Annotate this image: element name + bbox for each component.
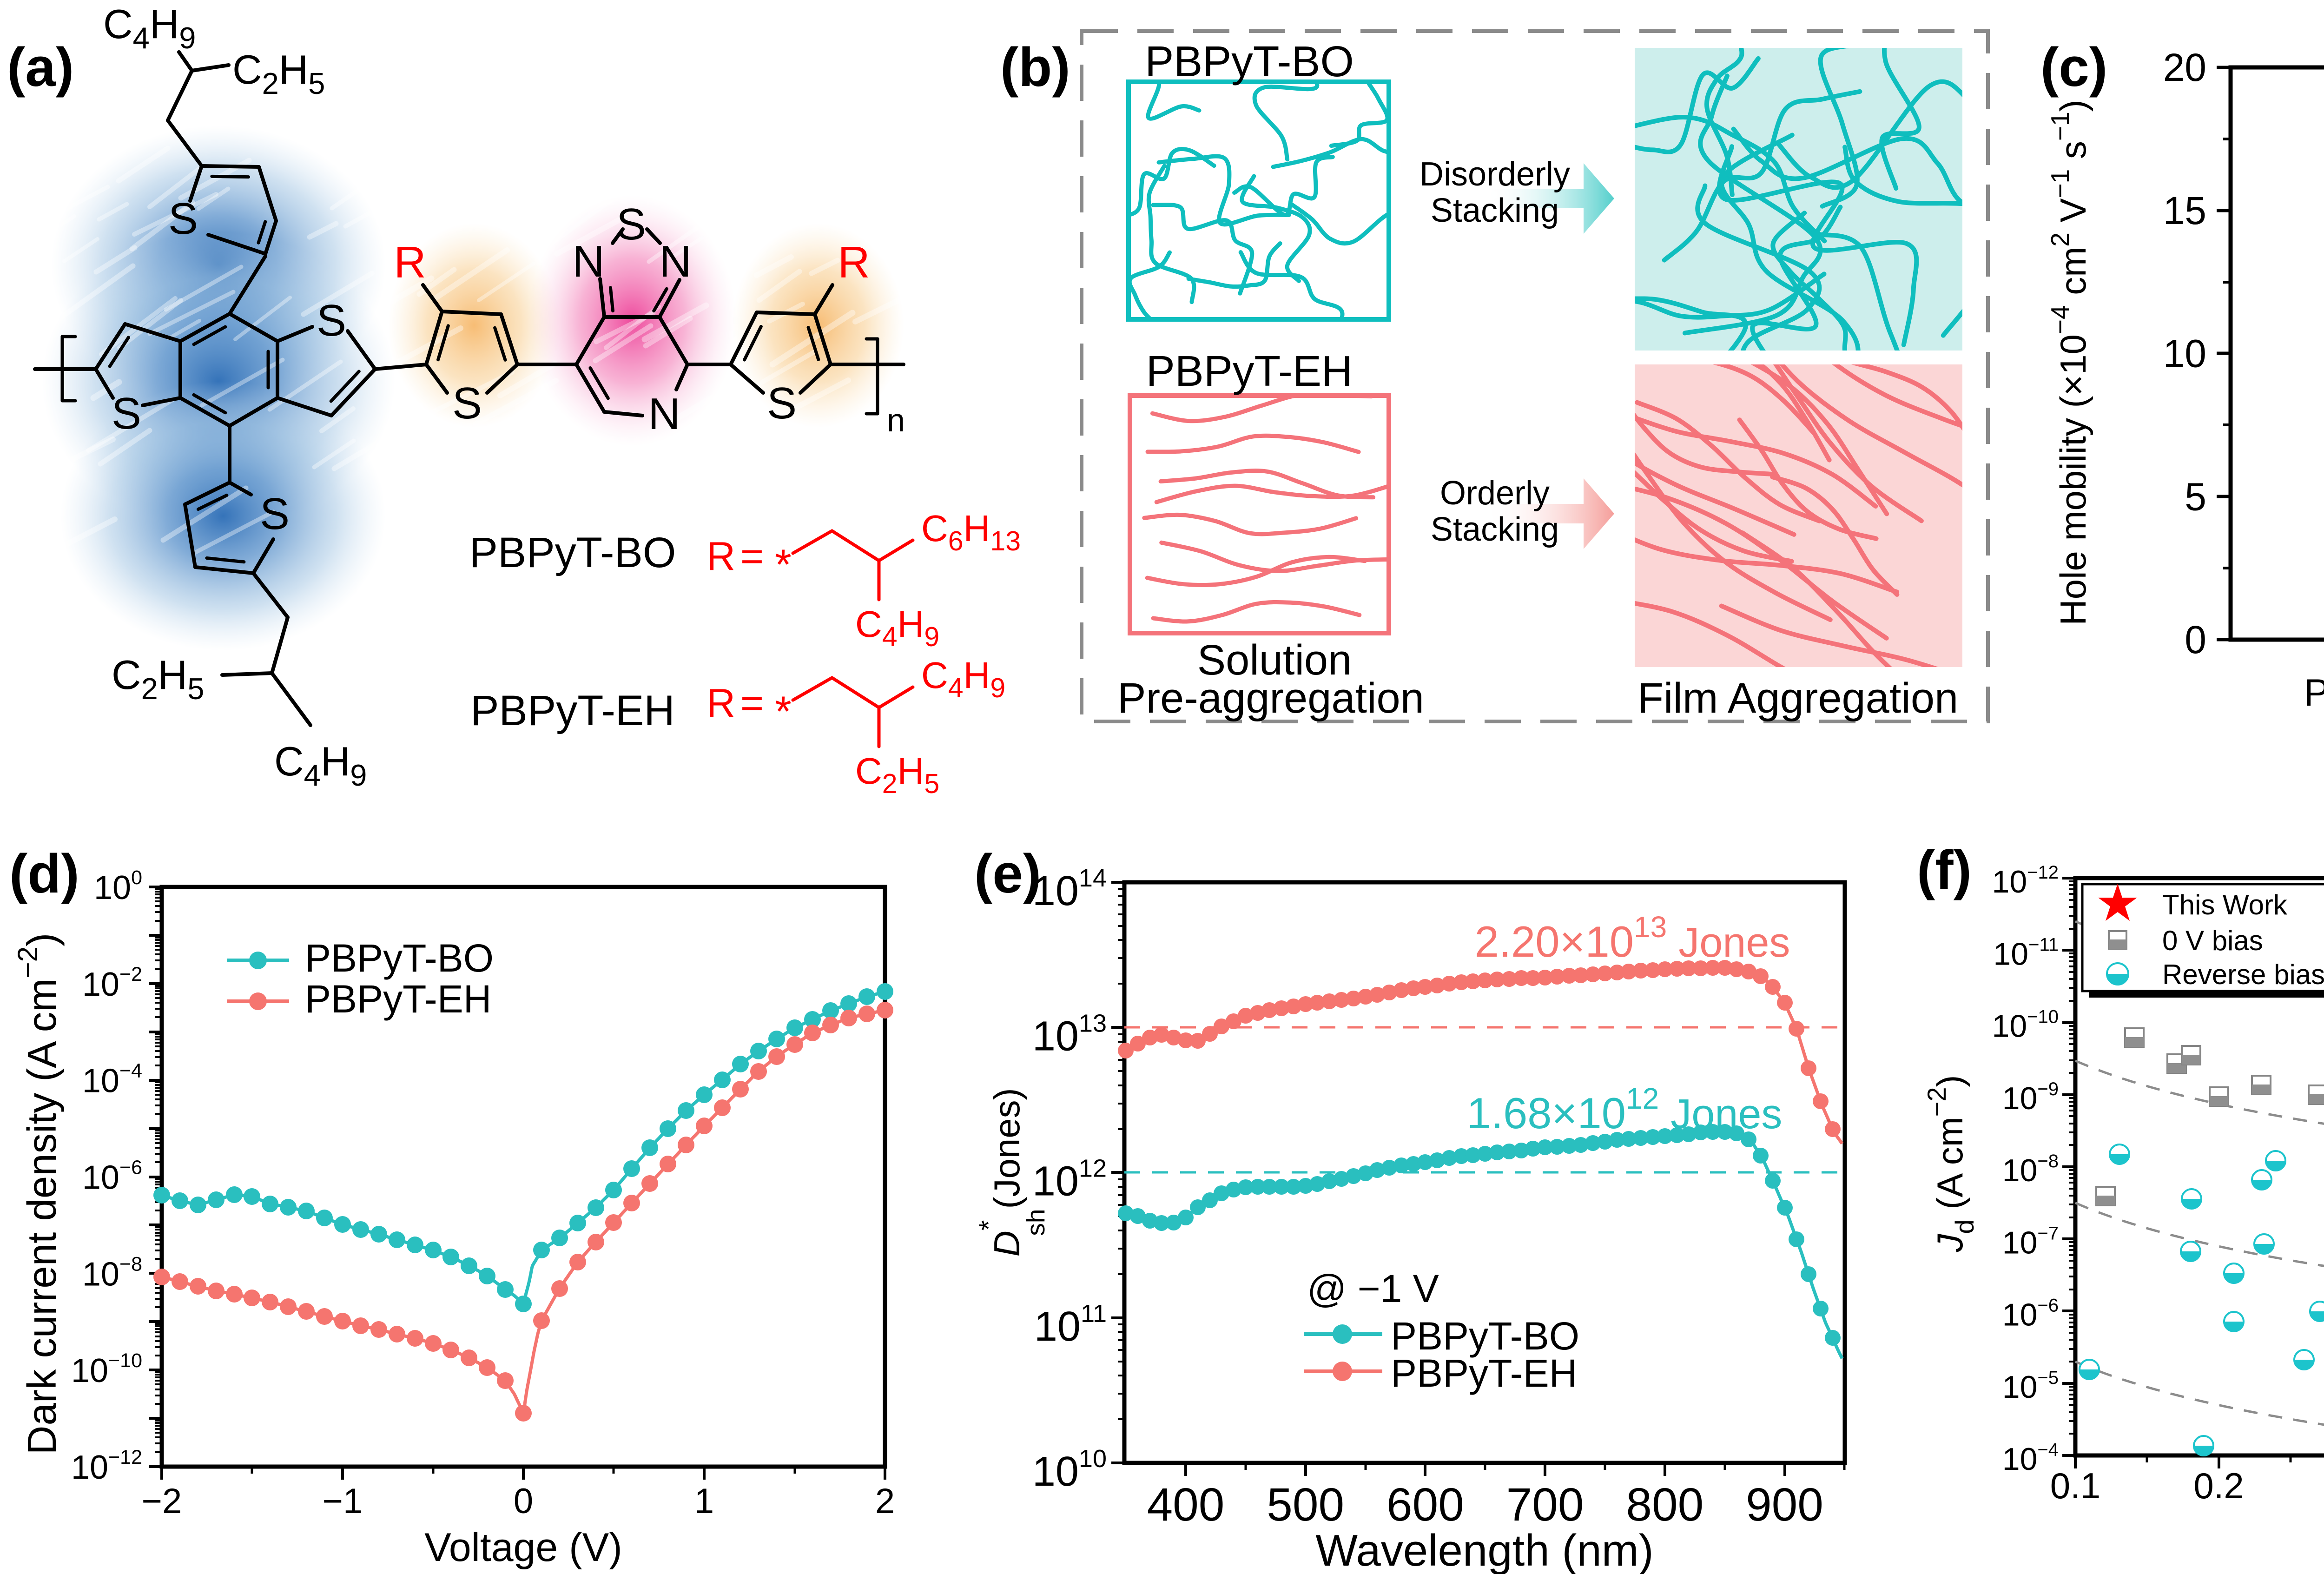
svg-text:PBPyT-EH: PBPyT-EH bbox=[1391, 1351, 1577, 1395]
svg-text:400: 400 bbox=[1147, 1479, 1225, 1531]
svg-text:0: 0 bbox=[2185, 618, 2206, 661]
svg-text:10: 10 bbox=[2163, 332, 2206, 376]
svg-text:Voltage (V): Voltage (V) bbox=[424, 1525, 622, 1570]
svg-text:S: S bbox=[168, 194, 198, 244]
svg-text:D*sh(Jones): D* sh(Jones) bbox=[974, 1088, 1050, 1257]
svg-text:10−6: 10−6 bbox=[82, 1157, 142, 1197]
svg-text:100: 100 bbox=[94, 866, 142, 906]
svg-text:5: 5 bbox=[2185, 475, 2206, 518]
svg-text:C4H9: C4H9 bbox=[103, 1, 196, 55]
svg-text:(b): (b) bbox=[1000, 37, 1070, 98]
svg-text:−1: −1 bbox=[323, 1481, 363, 1521]
svg-text:S: S bbox=[767, 378, 797, 428]
svg-text:C2H5: C2H5 bbox=[112, 652, 204, 706]
svg-text:R: R bbox=[394, 238, 426, 287]
svg-text:n: n bbox=[887, 402, 905, 438]
svg-text:0 V bias: 0 V bias bbox=[2162, 925, 2263, 956]
svg-text:700: 700 bbox=[1506, 1479, 1584, 1531]
svg-text:15: 15 bbox=[2163, 189, 2206, 232]
svg-text:(a): (a) bbox=[7, 37, 74, 98]
svg-text:S: S bbox=[452, 378, 482, 428]
svg-text:(c): (c) bbox=[2040, 37, 2107, 98]
svg-text:R: R bbox=[706, 534, 735, 579]
svg-text:S: S bbox=[616, 199, 646, 249]
svg-text:PBPyT-EH: PBPyT-EH bbox=[1146, 347, 1353, 395]
svg-text:N: N bbox=[648, 389, 680, 439]
svg-text:R: R bbox=[838, 238, 870, 287]
svg-text:This Work: This Work bbox=[2162, 889, 2288, 920]
svg-text:PBPyT-BO: PBPyT-BO bbox=[2304, 672, 2324, 714]
svg-text:C6H13: C6H13 bbox=[921, 508, 1021, 556]
svg-text:C4H9: C4H9 bbox=[921, 655, 1005, 703]
svg-text:Wavelength (nm): Wavelength (nm) bbox=[1315, 1526, 1653, 1574]
svg-text:C4H9: C4H9 bbox=[274, 738, 367, 792]
svg-text:C2H5: C2H5 bbox=[855, 750, 939, 799]
svg-text:0.2: 0.2 bbox=[2193, 1465, 2244, 1506]
svg-text:Solution: Solution bbox=[1197, 636, 1352, 684]
svg-text:R: R bbox=[706, 681, 735, 726]
svg-text:PBPyT-BO: PBPyT-BO bbox=[469, 529, 676, 576]
svg-text:PBPyT-BO: PBPyT-BO bbox=[305, 936, 494, 980]
svg-text:N: N bbox=[572, 237, 604, 286]
svg-text:2.20×1013 Jones: 2.20×1013 Jones bbox=[1475, 910, 1790, 966]
svg-text:Reverse bias: Reverse bias bbox=[2162, 959, 2324, 990]
svg-text:20: 20 bbox=[2163, 46, 2206, 89]
svg-text:Orderly: Orderly bbox=[1440, 475, 1550, 512]
svg-text:S: S bbox=[112, 389, 141, 438]
svg-text:−2: −2 bbox=[142, 1481, 182, 1521]
svg-text:1.68×1012 Jones: 1.68×1012 Jones bbox=[1467, 1082, 1783, 1138]
svg-text:Stacking: Stacking bbox=[1431, 192, 1559, 229]
svg-text:2: 2 bbox=[875, 1481, 895, 1521]
svg-text:Jd (A cm−2): Jd (A cm−2) bbox=[1922, 1075, 1979, 1252]
svg-text:PBPyT-BO: PBPyT-BO bbox=[1391, 1314, 1579, 1358]
svg-text:Dark current density (A cm−2): Dark current density (A cm−2) bbox=[12, 933, 65, 1455]
svg-text:(f): (f) bbox=[1917, 840, 1972, 901]
svg-text:PBPyT-BO: PBPyT-BO bbox=[1145, 37, 1354, 86]
svg-text:PBPyT-EH: PBPyT-EH bbox=[470, 687, 675, 734]
svg-text:C2H5: C2H5 bbox=[232, 46, 325, 100]
svg-text:@ −1 V: @ −1 V bbox=[1307, 1267, 1439, 1310]
svg-text:Stacking: Stacking bbox=[1431, 511, 1559, 548]
svg-text:500: 500 bbox=[1267, 1479, 1344, 1531]
svg-text:600: 600 bbox=[1386, 1479, 1464, 1531]
svg-text:(e): (e) bbox=[974, 843, 1041, 905]
svg-text:1: 1 bbox=[694, 1481, 714, 1521]
svg-text:Disorderly: Disorderly bbox=[1419, 156, 1570, 193]
svg-text:Pre-aggregation: Pre-aggregation bbox=[1117, 675, 1424, 722]
svg-text:*: * bbox=[775, 688, 792, 735]
svg-text:0: 0 bbox=[514, 1481, 533, 1521]
svg-text:S: S bbox=[317, 296, 346, 345]
svg-text:=: = bbox=[740, 534, 764, 579]
svg-text:Film Aggregation: Film Aggregation bbox=[1637, 675, 1958, 722]
svg-text:900: 900 bbox=[1746, 1479, 1823, 1531]
svg-text:S: S bbox=[260, 489, 290, 539]
svg-text:C4H9: C4H9 bbox=[855, 603, 939, 652]
svg-text:(d): (d) bbox=[9, 843, 79, 905]
svg-text:N: N bbox=[659, 237, 691, 286]
svg-text:=: = bbox=[740, 681, 764, 726]
svg-text:0.1: 0.1 bbox=[2050, 1465, 2100, 1506]
svg-text:800: 800 bbox=[1626, 1479, 1703, 1531]
svg-text:PBPyT-EH: PBPyT-EH bbox=[305, 977, 491, 1021]
svg-text:*: * bbox=[775, 541, 792, 589]
